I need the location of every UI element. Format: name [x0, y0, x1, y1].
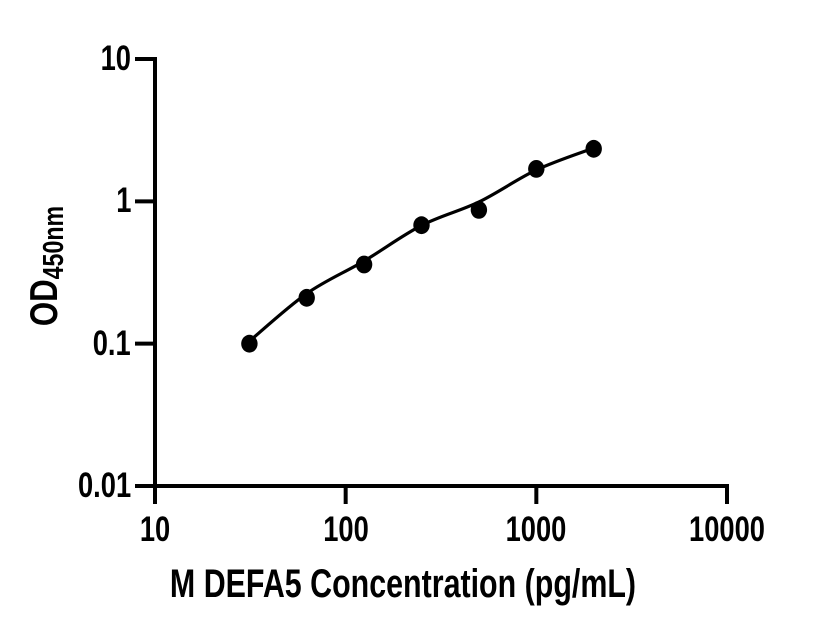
x-axis-title: M DEFA5 Concentration (pg/mL): [169, 562, 637, 606]
y-axis-title-subscript: 450nm: [38, 205, 70, 280]
y-axis-title-main: OD: [23, 279, 66, 327]
y-tick-label-0.01: 0.01: [77, 465, 131, 505]
data-point-marker: [298, 288, 315, 307]
y-axis-title: OD450nm: [23, 191, 70, 341]
x-tick-label-10000: 10000: [689, 510, 765, 549]
y-tick-label-0.1: 0.1: [93, 323, 131, 363]
fitted-curve: [247, 146, 596, 343]
x-tick-label-10: 10: [139, 510, 171, 549]
y-axis-title-text: OD450nm: [23, 205, 70, 327]
x-tick-label-100: 100: [322, 510, 369, 549]
y-tick-label-1: 1: [115, 181, 131, 221]
x-tick-label-1000: 1000: [505, 510, 567, 549]
y-tick-label-10: 10: [100, 38, 131, 78]
